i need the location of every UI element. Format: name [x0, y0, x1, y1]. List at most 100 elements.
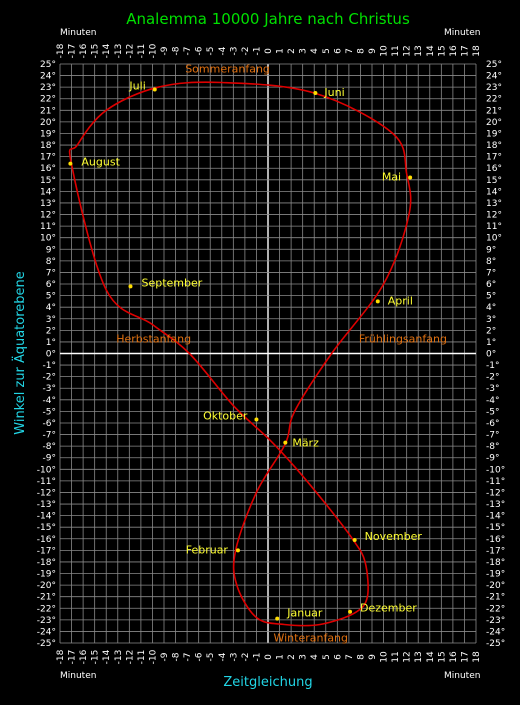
x-tick-label-bottom: -4: [218, 652, 228, 661]
x-tick-label-top: -14: [102, 43, 112, 58]
x-tick-label-bottom: -17: [68, 650, 78, 665]
x-tick-label-top: 15: [437, 45, 447, 56]
y-tick-label-right: 3°: [486, 315, 496, 325]
x-tick-label-top: -11: [137, 44, 147, 59]
y-tick-label-left: -1°: [43, 361, 56, 371]
y-tick-label-right: 4°: [486, 303, 496, 313]
y-tick-label-left: -25°: [37, 639, 56, 649]
x-tick-label-top: -2: [241, 47, 251, 56]
x-tick-label-top: -6: [195, 46, 205, 55]
x-tick-label-top: 4: [310, 48, 320, 54]
month-label: November: [365, 530, 423, 543]
x-tick-label-bottom: 12: [403, 651, 413, 662]
chart-title: Analemma 10000 Jahre nach Christus: [126, 10, 410, 28]
y-tick-label-left: -20°: [37, 581, 56, 591]
y-tick-label-right: 13°: [486, 199, 502, 209]
x-unit-label-top-right: Minuten: [444, 28, 480, 38]
y-tick-label-right: 10°: [486, 234, 502, 244]
x-tick-label-bottom: 3: [299, 654, 309, 660]
y-tick-label-left: 14°: [40, 187, 56, 197]
y-tick-label-left: 15°: [40, 176, 56, 186]
x-tick-label-bottom: 10: [380, 651, 390, 663]
x-tick-label-top: 6: [333, 48, 343, 54]
y-tick-label-left: 9°: [46, 245, 56, 255]
y-tick-label-right: -12°: [486, 488, 505, 498]
x-tick-label-bottom: -13: [114, 650, 124, 665]
x-tick-label-top: 14: [426, 45, 436, 57]
x-tick-label-top: 11: [391, 45, 401, 56]
x-tick-label-bottom: -8: [172, 652, 182, 661]
x-tick-label-bottom: 2: [287, 654, 297, 660]
x-unit-label-bottom-left: Minuten: [60, 671, 96, 681]
month-label: September: [141, 276, 202, 289]
month-label: August: [81, 156, 120, 169]
x-tick-label-bottom: -6: [195, 652, 205, 661]
month-point: [408, 175, 413, 180]
month-point: [375, 299, 380, 304]
x-tick-label-top: -9: [160, 46, 170, 55]
y-tick-label-left: 12°: [40, 211, 56, 221]
y-tick-label-right: -19°: [486, 570, 505, 580]
season-event-label: Frühlingsanfang: [359, 333, 447, 346]
y-tick-label-right: -2°: [486, 373, 499, 383]
y-tick-label-right: -16°: [486, 535, 505, 545]
y-tick-label-right: 2°: [486, 326, 496, 336]
x-tick-label-top: 18: [472, 45, 482, 57]
x-tick-label-bottom: 17: [460, 651, 470, 662]
x-tick-label-top: -12: [125, 44, 135, 59]
y-tick-label-left: 2°: [46, 326, 56, 336]
x-tick-label-bottom: -7: [183, 653, 193, 662]
x-tick-label-top: 12: [403, 45, 413, 56]
y-tick-label-right: 15°: [486, 176, 502, 186]
y-tick-label-right: 11°: [486, 222, 502, 232]
y-tick-label-left: -23°: [37, 616, 56, 626]
y-tick-label-right: -7°: [486, 431, 499, 441]
month-point: [283, 440, 288, 445]
x-tick-label-top: -8: [172, 46, 182, 55]
y-tick-label-left: 8°: [46, 257, 56, 267]
y-tick-label-left: -19°: [37, 570, 56, 580]
month-label: Mai: [382, 170, 401, 183]
y-tick-label-right: 12°: [486, 211, 502, 221]
y-tick-label-right: -1°: [486, 361, 499, 371]
y-tick-label-right: 8°: [486, 257, 496, 267]
y-tick-label-left: -10°: [37, 465, 56, 475]
x-tick-label-top: -18: [56, 43, 66, 58]
y-tick-label-right: -24°: [486, 627, 505, 637]
x-tick-label-top: 10: [380, 45, 390, 57]
y-tick-label-left: -11°: [37, 477, 56, 487]
y-tick-label-left: 13°: [40, 199, 56, 209]
x-tick-label-top: -16: [79, 43, 89, 58]
x-tick-label-bottom: 16: [449, 651, 459, 663]
month-label: April: [388, 294, 413, 307]
y-tick-label-right: 20°: [486, 118, 502, 128]
y-tick-label-right: 17°: [486, 153, 502, 163]
y-tick-label-right: 22°: [486, 95, 502, 105]
y-tick-label-left: -18°: [37, 558, 56, 568]
x-tick-label-top: -1: [252, 47, 262, 56]
x-tick-label-bottom: -5: [206, 653, 216, 662]
x-tick-label-top: -7: [183, 47, 193, 56]
y-tick-label-right: -8°: [486, 442, 499, 452]
x-tick-label-top: -3: [229, 47, 239, 56]
month-point: [275, 616, 280, 621]
x-tick-label-top: -5: [206, 47, 216, 56]
y-tick-label-right: -20°: [486, 581, 505, 591]
y-tick-label-left: 23°: [40, 83, 56, 93]
x-tick-label-bottom: -12: [125, 650, 135, 665]
month-point: [235, 548, 240, 553]
y-tick-label-right: -23°: [486, 616, 505, 626]
y-tick-label-left: -13°: [37, 500, 56, 510]
analemma-line: [68, 81, 412, 627]
x-tick-label-top: -4: [218, 46, 228, 55]
x-tick-label-bottom: -1: [252, 653, 262, 662]
y-tick-label-left: -2°: [43, 373, 56, 383]
y-tick-label-left: -17°: [37, 546, 56, 556]
x-tick-label-bottom: 15: [437, 651, 447, 662]
analemma-curve: [68, 81, 412, 627]
x-tick-label-top: 2: [287, 48, 297, 54]
y-tick-label-right: -11°: [486, 477, 505, 487]
x-tick-label-top: 13: [414, 45, 424, 56]
x-tick-label-bottom: 5: [322, 654, 332, 660]
